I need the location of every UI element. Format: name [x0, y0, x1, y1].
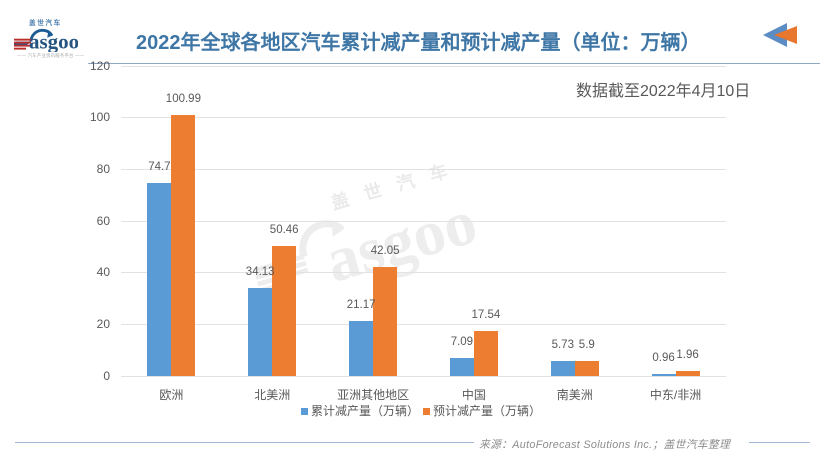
svg-text:asgoo: asgoo	[29, 30, 78, 53]
svg-text:盖世汽车: 盖世汽车	[29, 18, 62, 27]
svg-text:asgoo: asgoo	[318, 186, 485, 296]
svg-text:盖 世 汽 车: 盖 世 汽 车	[329, 159, 455, 214]
